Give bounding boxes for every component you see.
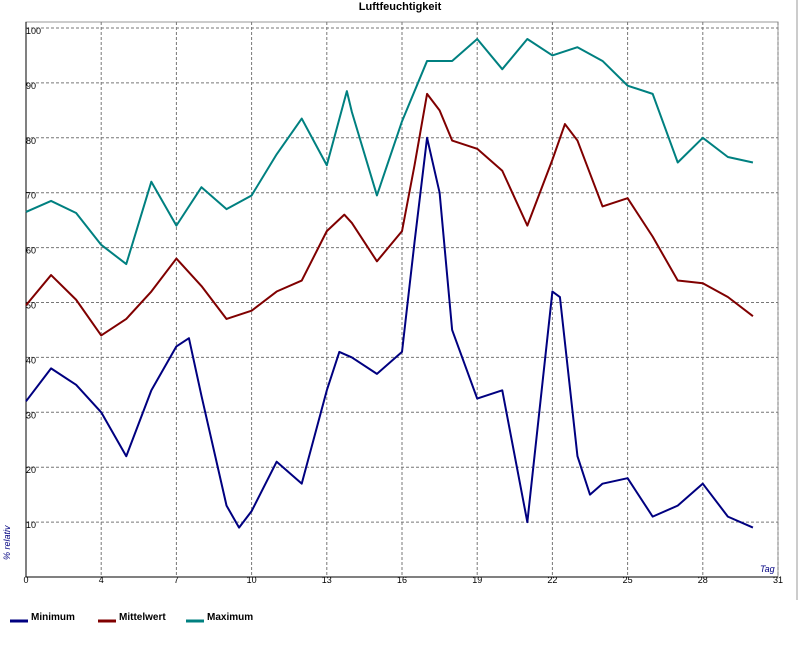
x-tick-label: 16 — [397, 575, 407, 585]
legend-label: Mittelwert — [119, 612, 166, 623]
x-axis-label: Tag — [760, 564, 775, 574]
y-tick-label: 20 — [26, 465, 36, 475]
y-tick-label: 70 — [26, 191, 36, 201]
data-line — [25, 37, 754, 266]
y-tick-label: 100 — [26, 26, 41, 36]
x-tick-label: 7 — [174, 575, 179, 585]
y-tick-label: 40 — [26, 355, 36, 365]
x-tick-label: 19 — [472, 575, 482, 585]
legend-label: Maximum — [207, 612, 253, 623]
y-tick-label: 80 — [26, 136, 36, 146]
x-tick-label: 0 — [23, 575, 28, 585]
legend-label: Minimum — [31, 612, 75, 623]
x-tick-label: 22 — [547, 575, 557, 585]
y-tick-label: 50 — [26, 301, 36, 311]
x-tick-label: 31 — [773, 575, 783, 585]
x-tick-label: 28 — [698, 575, 708, 585]
chart-title: Luftfeuchtigkeit — [359, 1, 442, 13]
y-tick-label: 90 — [26, 81, 36, 91]
y-tick-label: 30 — [26, 410, 36, 420]
y-axis-label: % relativ — [2, 525, 12, 560]
x-tick-label: 10 — [247, 575, 257, 585]
data-line — [25, 92, 754, 337]
y-tick-label: 10 — [26, 520, 36, 530]
x-tick-label: 25 — [623, 575, 633, 585]
data-line — [25, 136, 754, 529]
y-tick-label: 60 — [26, 246, 36, 256]
x-tick-label: 13 — [322, 575, 332, 585]
x-tick-label: 4 — [99, 575, 104, 585]
